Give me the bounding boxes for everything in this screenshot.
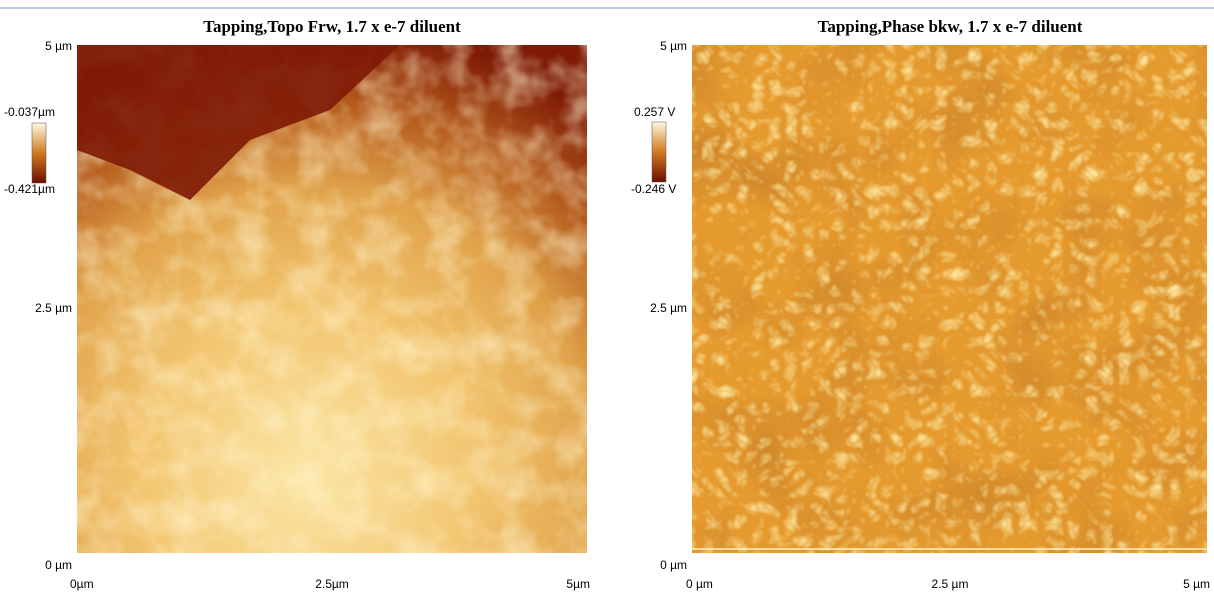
panel-title: Tapping,Phase bkw, 1.7 x e-7 diluent: [818, 17, 1083, 36]
y-label: 0 µm: [45, 558, 72, 572]
x-label: 2.5µm: [315, 577, 349, 591]
colorbar-min: -0.246 V: [631, 182, 676, 196]
y-label: 0 µm: [660, 558, 687, 572]
topo-panel: Tapping,Topo Frw, 1.7 x e-7 diluent 5 µm…: [4, 17, 590, 591]
colorbar: [31, 122, 47, 184]
phase-panel: Tapping,Phase bkw, 1.7 x e-7 diluent 5 µ…: [631, 17, 1210, 591]
y-label: 2.5 µm: [35, 301, 72, 315]
x-label: 5µm: [566, 577, 590, 591]
x-label: 5 µm: [1183, 577, 1210, 591]
colorbar-max: -0.037µm: [4, 105, 55, 119]
x-label: 0 µm: [686, 577, 713, 591]
topo-shadow: [77, 45, 400, 200]
y-label: 2.5 µm: [650, 301, 687, 315]
colorbar-min: -0.421µm: [4, 182, 55, 196]
panel-title: Tapping,Topo Frw, 1.7 x e-7 diluent: [203, 17, 461, 36]
phase-texture: [692, 45, 1207, 553]
colorbar-max: 0.257 V: [634, 105, 675, 119]
x-label: 2.5 µm: [932, 577, 969, 591]
y-label: 5 µm: [45, 39, 72, 53]
colorbar: [651, 121, 667, 183]
x-label: 0µm: [70, 577, 94, 591]
y-label: 5 µm: [660, 39, 687, 53]
